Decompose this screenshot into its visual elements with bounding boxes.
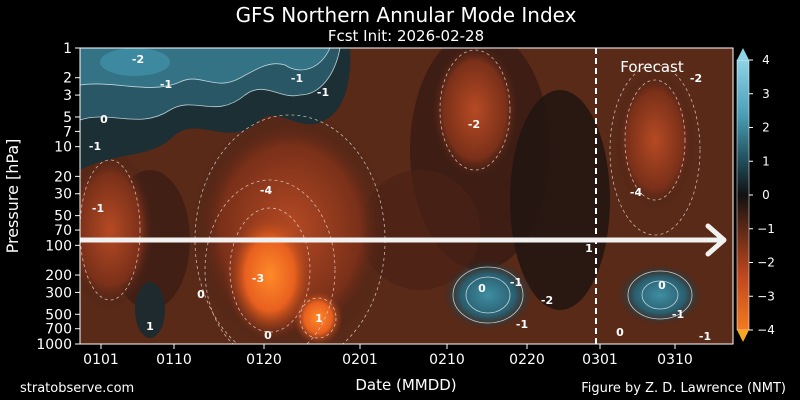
contour-label: -2 (468, 118, 480, 131)
x-tick-label: 0220 (509, 352, 545, 368)
y-tick-label: 700 (45, 322, 72, 338)
contour-label: -2 (541, 294, 553, 307)
contour-label: 1 (585, 242, 593, 255)
x-tick-label: 0101 (83, 352, 119, 368)
contour-label: -2 (690, 72, 702, 85)
contour-labels: -2 -1 0 -1 -1 -1 -2 -2 -4 -1 -4 -3 0 1 1 0 0 -1 -2 -1 1 0 -1 0 -… (89, 53, 711, 343)
contour-label: -4 (630, 186, 643, 199)
colorbar-tick-label: 3 (762, 87, 770, 101)
y-tick-label: 300 (45, 285, 72, 301)
contour-label: 0 (658, 279, 666, 292)
contour-label: -1 (291, 72, 303, 85)
colorbar-gradient (736, 59, 750, 331)
y-tick-label: 500 (45, 307, 72, 323)
x-tick-label: 0110 (156, 352, 192, 368)
contour-label: 0 (478, 282, 486, 295)
colorbar-tick-label: 2 (762, 121, 770, 135)
x-tick-label: 0301 (582, 352, 618, 368)
contour-label: -1 (89, 140, 101, 153)
y-tick-label: 20 (54, 169, 72, 185)
arrow-annotation (80, 223, 727, 257)
colorbar-tick-label: −1 (757, 222, 775, 236)
y-tick-label: 10 (54, 140, 72, 156)
contour-label: -1 (699, 330, 711, 343)
y-tick-label: 7 (63, 124, 72, 140)
y-tick-label: 3 (63, 88, 72, 104)
footer-credit: Figure by Z. D. Lawrence (NMT) (581, 381, 786, 396)
forecast-label: Forecast (620, 58, 684, 76)
contour-label: -3 (252, 272, 264, 285)
contour-label: 1 (315, 312, 323, 325)
x-axis: 0101 0110 0120 0201 0210 0220 0301 0310 (83, 344, 693, 368)
colorbar-tick-label: −4 (757, 323, 775, 337)
contour-label: -1 (317, 86, 329, 99)
y-tick-label: 200 (45, 268, 72, 284)
colorbar-tick-label: −2 (757, 256, 775, 270)
colorbar-tick-label: −3 (757, 289, 775, 303)
contour-label: -1 (510, 276, 522, 289)
y-axis-label: Pressure [hPa] (3, 139, 22, 254)
x-tick-label: 0210 (429, 352, 465, 368)
contour-label: -1 (516, 318, 528, 331)
contour-label: -1 (672, 308, 684, 321)
y-tick-label: 100 (45, 238, 72, 254)
contour-label: 0 (197, 288, 205, 301)
y-tick-label: 1000 (36, 337, 72, 353)
colorbar-tick-label: 4 (762, 53, 770, 67)
contour-label: 1 (146, 320, 154, 333)
colorbar-top-arrow (737, 48, 749, 60)
contour-label: 0 (264, 329, 272, 342)
contour-label: -1 (92, 202, 104, 215)
colorbar-bottom-arrow (737, 330, 749, 342)
colorbar-tick-label: 1 (762, 154, 770, 168)
x-tick-label: 0201 (342, 352, 378, 368)
footer-source: stratobserve.com (20, 381, 134, 396)
contour-label: 0 (100, 113, 108, 126)
colorbar: 4 3 2 1 0 −1 −2 −3 −4 (736, 48, 775, 342)
contour-label: 0 (616, 326, 624, 339)
y-tick-label: 70 (54, 223, 72, 239)
chart-title: GFS Northern Annular Mode Index (236, 3, 577, 27)
chart-subtitle: Fcst Init: 2026-02-28 (328, 27, 484, 45)
y-tick-label: 50 (54, 209, 72, 225)
contour-label: -4 (260, 184, 273, 197)
y-tick-label: 1 (63, 41, 72, 57)
plot-frame (79, 47, 734, 345)
contour-label: -2 (132, 53, 144, 66)
y-tick-label: 5 (63, 110, 72, 126)
colorbar-ticks: 4 3 2 1 0 −1 −2 −3 −4 (749, 53, 775, 337)
y-tick-label: 2 (63, 71, 72, 87)
y-tick-label: 30 (54, 187, 72, 203)
colorbar-tick-label: 0 (762, 188, 770, 202)
x-axis-label: Date (MMDD) (355, 376, 456, 394)
x-tick-label: 0310 (657, 352, 693, 368)
contour-label: -1 (160, 78, 172, 91)
heatmap-field (80, 48, 733, 344)
x-tick-label: 0120 (246, 352, 282, 368)
